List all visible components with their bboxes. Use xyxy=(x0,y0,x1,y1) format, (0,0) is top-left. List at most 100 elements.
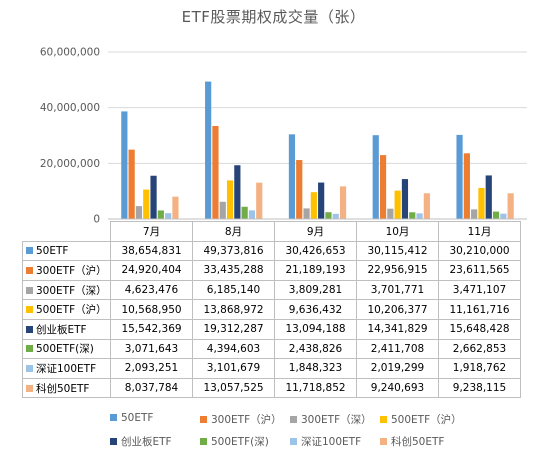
legend-swatch xyxy=(290,438,297,445)
bar xyxy=(241,206,248,219)
legend-swatch xyxy=(200,416,207,423)
series-label: 科创50ETF xyxy=(22,377,111,399)
bar xyxy=(387,208,394,219)
y-tick-label: 60,000,000 xyxy=(40,47,100,59)
data-label: 3,471,107 xyxy=(438,279,521,301)
data-label: 24,920,404 xyxy=(110,260,193,281)
x-category-label: 8月 xyxy=(192,221,275,242)
data-label: 14,341,829 xyxy=(356,318,439,340)
legend-key xyxy=(26,345,33,353)
data-label: 49,373,816 xyxy=(192,240,275,262)
table-row: 300ETF（深） 4,623,476 6,185,140 3,809,281 3,70… xyxy=(22,279,521,301)
table-row: 500ETF(深) 3,071,643 4,394,603 2,438,826 2,41… xyxy=(22,338,521,360)
bar xyxy=(157,210,164,219)
bar xyxy=(500,213,507,219)
legend-item: 500ETF(深) xyxy=(200,434,269,449)
data-label: 4,394,603 xyxy=(192,338,275,360)
series-label: 50ETF xyxy=(22,240,111,262)
bar xyxy=(492,211,500,219)
data-label: 9,636,432 xyxy=(274,299,357,320)
data-label: 15,648,428 xyxy=(438,318,521,340)
bar xyxy=(409,212,416,219)
x-category-label: 7月 xyxy=(110,221,193,242)
table-corner xyxy=(22,221,111,242)
y-tick-label: 20,000,000 xyxy=(40,158,100,170)
legend-label: 创业板ETF xyxy=(121,436,172,448)
data-label: 9,238,115 xyxy=(438,377,521,399)
data-label: 9,240,693 xyxy=(356,377,439,399)
data-label: 6,185,140 xyxy=(192,279,275,301)
y-tick-label: 0 xyxy=(93,214,100,226)
legend-item: 300ETF（沪） xyxy=(200,412,282,427)
legend-label: 50ETF xyxy=(121,412,154,424)
bar xyxy=(332,213,339,219)
data-label: 2,019,299 xyxy=(356,358,439,379)
bar xyxy=(256,182,263,219)
data-label: 1,848,323 xyxy=(274,358,357,379)
data-label: 1,918,762 xyxy=(438,358,521,379)
data-label: 11,161,716 xyxy=(438,299,521,320)
series-label: 300ETF（深） xyxy=(22,279,111,301)
data-label: 15,542,369 xyxy=(110,318,193,340)
series-label: 创业板ETF xyxy=(22,318,111,340)
bar xyxy=(379,155,387,219)
legend-swatch xyxy=(110,414,117,421)
data-table: 7月 8月 9月 10月 11月 50ETF 38,654,831 49,373,816 30,… xyxy=(22,221,521,399)
legend-swatch xyxy=(110,438,117,445)
legend-label: 300ETF（沪） xyxy=(211,414,282,426)
bar xyxy=(296,160,303,219)
bar xyxy=(507,193,514,219)
bar xyxy=(310,192,317,219)
data-label: 11,718,852 xyxy=(274,377,357,399)
x-category-label: 9月 xyxy=(274,221,357,242)
data-label: 8,037,784 xyxy=(110,377,193,399)
legend-label: 300ETF（深） xyxy=(301,414,372,426)
legend-key xyxy=(26,266,33,274)
bar xyxy=(234,165,241,219)
data-label: 3,101,679 xyxy=(192,358,275,379)
bar xyxy=(165,213,172,219)
bar xyxy=(303,208,310,219)
legend-swatch xyxy=(380,438,387,445)
y-tick-label: 40,000,000 xyxy=(40,102,100,114)
legend-key xyxy=(26,286,33,294)
legend-item: 500ETF（沪） xyxy=(380,412,462,427)
bar xyxy=(248,210,256,219)
bar xyxy=(372,135,379,219)
legend-swatch xyxy=(380,416,387,423)
bar xyxy=(394,190,401,219)
bar xyxy=(401,179,409,219)
data-label: 13,868,972 xyxy=(192,299,275,320)
legend-label: 500ETF(深) xyxy=(211,436,269,448)
data-label: 4,623,476 xyxy=(110,279,193,301)
legend-key xyxy=(26,246,33,254)
data-label: 19,312,287 xyxy=(192,318,275,340)
bar xyxy=(478,187,485,219)
bar xyxy=(121,111,128,219)
bar xyxy=(135,206,143,219)
table-row: 科创50ETF 8,037,784 13,057,525 11,718,852 9,24… xyxy=(22,377,521,399)
series-label: 500ETF（沪） xyxy=(22,299,111,320)
legend-key xyxy=(26,325,33,333)
bar xyxy=(325,212,332,219)
data-label: 10,568,950 xyxy=(110,299,193,320)
bar xyxy=(219,201,226,219)
x-category-label: 10月 xyxy=(356,221,439,242)
data-label: 13,094,188 xyxy=(274,318,357,340)
table-header-row: 7月 8月 9月 10月 11月 xyxy=(22,221,521,242)
legend-item: 深证100ETF xyxy=(290,434,361,449)
legend-item: 创业板ETF xyxy=(110,434,172,449)
data-label: 2,411,708 xyxy=(356,338,439,360)
data-label: 21,189,193 xyxy=(274,260,357,281)
bar xyxy=(456,134,463,219)
data-label: 33,435,288 xyxy=(192,260,275,281)
legend-key xyxy=(26,306,33,314)
data-label: 22,956,915 xyxy=(356,260,439,281)
legend-label: 科创50ETF xyxy=(391,436,445,448)
legend-key xyxy=(26,364,33,372)
table-row: 创业板ETF 15,542,369 19,312,287 13,094,188 14,3… xyxy=(22,318,521,340)
data-label: 30,115,412 xyxy=(356,240,439,262)
bar xyxy=(128,149,135,219)
